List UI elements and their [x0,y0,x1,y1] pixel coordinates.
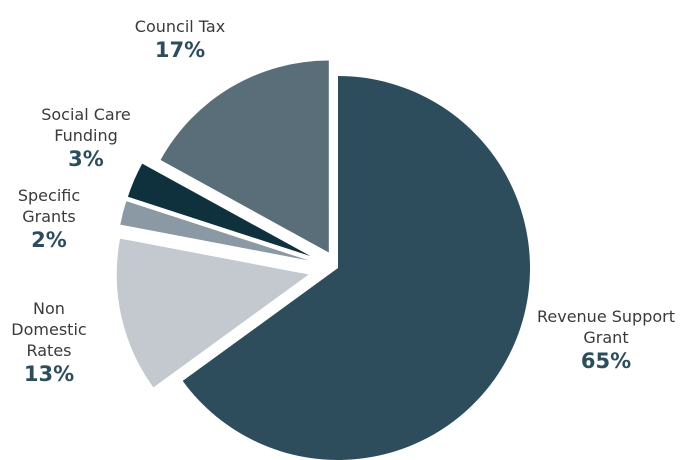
label-value: 13% [23,362,75,386]
label-value: 2% [31,228,67,252]
pie-slice-revenue-support-grant [182,76,530,460]
label-specific-grants: Specific Grants 2% [8,185,90,253]
label-council-tax: Council Tax 17% [110,16,250,63]
label-social-care-funding: Social Care Funding 3% [36,104,136,172]
label-name: Social Care Funding [41,105,131,145]
label-non-domestic-rates: Non Domestic Rates 13% [10,298,88,387]
label-revenue-support-grant: Revenue Support Grant 65% [528,306,684,374]
label-name: Specific Grants [17,186,81,226]
label-value: 17% [154,38,206,62]
pie-slice-specific-grants [120,201,309,261]
label-value: 65% [580,349,632,373]
label-name: Council Tax [134,17,226,36]
label-name: Revenue Support Grant [536,307,675,347]
label-value: 3% [68,147,104,171]
label-name: Non Domestic Rates [11,299,87,360]
pie-slice-council-tax [160,60,329,253]
pie-slice-non-domestic-rates [116,238,309,388]
pie-slice-social-care-funding [127,163,311,257]
